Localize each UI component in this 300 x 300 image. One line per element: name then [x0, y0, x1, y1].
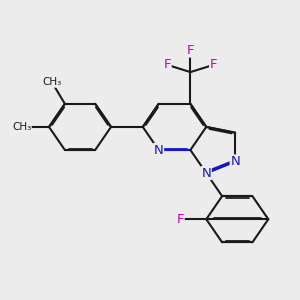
Text: N: N: [201, 167, 211, 180]
Text: F: F: [187, 44, 194, 57]
Text: F: F: [164, 58, 171, 71]
Text: F: F: [176, 213, 184, 226]
Text: CH₃: CH₃: [12, 122, 31, 132]
Text: F: F: [210, 58, 217, 71]
Text: N: N: [154, 143, 164, 157]
Text: CH₃: CH₃: [42, 77, 62, 87]
Text: N: N: [230, 155, 240, 168]
